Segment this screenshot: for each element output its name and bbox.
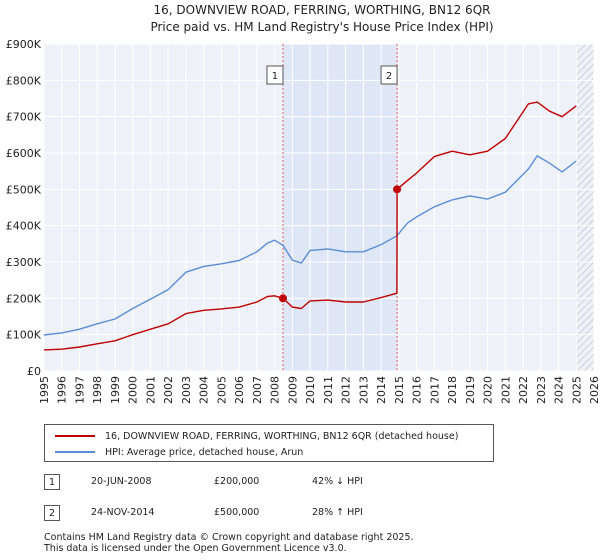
y-tick-label: £600K xyxy=(6,147,42,160)
legend-label-property: 16, DOWNVIEW ROAD, FERRING, WORTHING, BN… xyxy=(105,430,459,442)
forecast-hatch xyxy=(576,44,594,371)
annotation-badge-label: 1 xyxy=(272,71,278,82)
x-tick-label: 2017 xyxy=(428,376,441,404)
x-tick-label: 2015 xyxy=(393,376,406,404)
annotation-badge-box xyxy=(266,65,284,85)
x-tick-label: 2019 xyxy=(464,376,477,404)
x-tick-label: 2012 xyxy=(340,376,353,404)
x-tick-label: 2003 xyxy=(180,376,193,404)
x-tick-label: 2016 xyxy=(411,376,424,404)
x-tick-label: 2005 xyxy=(215,376,228,404)
y-tick-label: £900K xyxy=(6,38,42,51)
x-tick-label: 2004 xyxy=(198,376,211,404)
x-tick-label: 2011 xyxy=(322,376,335,404)
annotation-badge-label: 2 xyxy=(386,71,392,82)
x-tick-label: 2002 xyxy=(162,376,175,404)
transaction-date: 20-JUN-2008 xyxy=(91,476,152,487)
y-tick-label: £300K xyxy=(6,256,42,269)
x-tick-label: 2000 xyxy=(127,376,140,404)
transaction-badge: 1 xyxy=(44,474,60,490)
x-tick-label: 2010 xyxy=(304,376,317,404)
x-tick-label: 2014 xyxy=(375,376,388,404)
chart-subtitle: Price paid vs. HM Land Registry's House … xyxy=(150,20,493,34)
x-tick-label: 2022 xyxy=(517,376,530,404)
x-tick-label: 2018 xyxy=(446,376,459,404)
legend: 16, DOWNVIEW ROAD, FERRING, WORTHING, BN… xyxy=(44,424,494,462)
transaction-point xyxy=(278,294,287,303)
x-tick-label: 1999 xyxy=(109,376,122,404)
x-tick-label: 2026 xyxy=(588,376,600,404)
x-tick-label: 1998 xyxy=(91,376,104,404)
legend-label-hpi: HPI: Average price, detached house, Arun xyxy=(105,446,304,458)
y-tick-label: £200K xyxy=(6,292,42,305)
series-line-hpi xyxy=(43,155,577,336)
y-tick-label: £800K xyxy=(6,74,42,87)
y-tick-label: £700K xyxy=(6,111,42,124)
legend-item-hpi: HPI: Average price, detached house, Arun xyxy=(55,444,303,460)
footer-licence: This data is licensed under the Open Gov… xyxy=(44,543,347,554)
annotation-badge-box xyxy=(380,65,398,85)
x-tick-label: 2013 xyxy=(357,376,370,404)
legend-swatch-property xyxy=(55,435,95,437)
chart-title: 16, DOWNVIEW ROAD, FERRING, WORTHING, BN… xyxy=(154,3,491,17)
footer: Contains HM Land Registry data © Crown c… xyxy=(44,532,414,554)
x-tick-label: 2023 xyxy=(535,376,548,404)
footer-copyright: Contains HM Land Registry data © Crown c… xyxy=(44,532,414,543)
transaction-date: 24-NOV-2014 xyxy=(91,507,155,518)
x-tick-label: 1996 xyxy=(56,376,69,404)
legend-item-property: 16, DOWNVIEW ROAD, FERRING, WORTHING, BN… xyxy=(55,428,458,444)
x-tick-label: 2006 xyxy=(233,376,246,404)
transaction-hpi: 28% ↑ HPI xyxy=(312,507,363,518)
y-tick-label: £100K xyxy=(6,329,42,342)
x-tick-label: 2008 xyxy=(269,376,282,404)
x-tick-label: 2007 xyxy=(251,376,264,404)
y-tick-label: £400K xyxy=(6,220,42,233)
x-tick-label: 1995 xyxy=(38,376,51,404)
series-line-property xyxy=(43,101,577,351)
x-tick-label: 2020 xyxy=(482,376,495,404)
transaction-price: £200,000 xyxy=(214,476,260,487)
transaction-badge: 2 xyxy=(44,505,60,521)
x-tick-label: 2021 xyxy=(499,376,512,404)
price-chart: 16, DOWNVIEW ROAD, FERRING, WORTHING, BN… xyxy=(6,3,600,404)
y-tick-label: £0 xyxy=(27,365,41,378)
legend-swatch-hpi xyxy=(55,451,95,453)
transaction-hpi: 42% ↓ HPI xyxy=(312,476,363,487)
shaded-range xyxy=(282,44,398,371)
x-tick-label: 2009 xyxy=(286,376,299,404)
x-tick-label: 2024 xyxy=(553,376,566,404)
x-tick-label: 1997 xyxy=(73,376,86,404)
x-tick-label: 2025 xyxy=(570,376,583,404)
transaction-price: £500,000 xyxy=(214,507,260,518)
transaction-point xyxy=(393,185,402,194)
y-tick-label: £500K xyxy=(6,183,42,196)
x-tick-label: 2001 xyxy=(144,376,157,404)
